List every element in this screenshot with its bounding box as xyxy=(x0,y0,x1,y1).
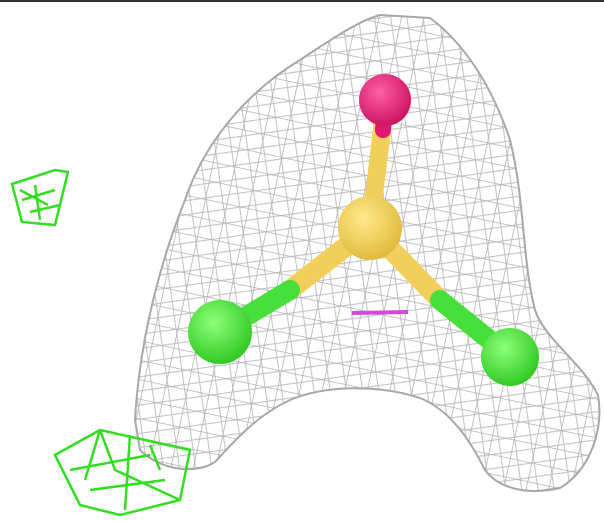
mesh-fragment xyxy=(53,428,192,517)
atom-sulfur xyxy=(338,196,402,260)
atom-chlorine xyxy=(188,300,252,364)
atom-oxygen xyxy=(359,74,411,126)
mesh-fragment xyxy=(10,168,70,227)
green-mesh xyxy=(10,168,192,517)
marker xyxy=(351,310,409,315)
atom-chlorine xyxy=(481,328,539,386)
molecule xyxy=(188,74,539,386)
mesh-outline xyxy=(133,13,601,492)
